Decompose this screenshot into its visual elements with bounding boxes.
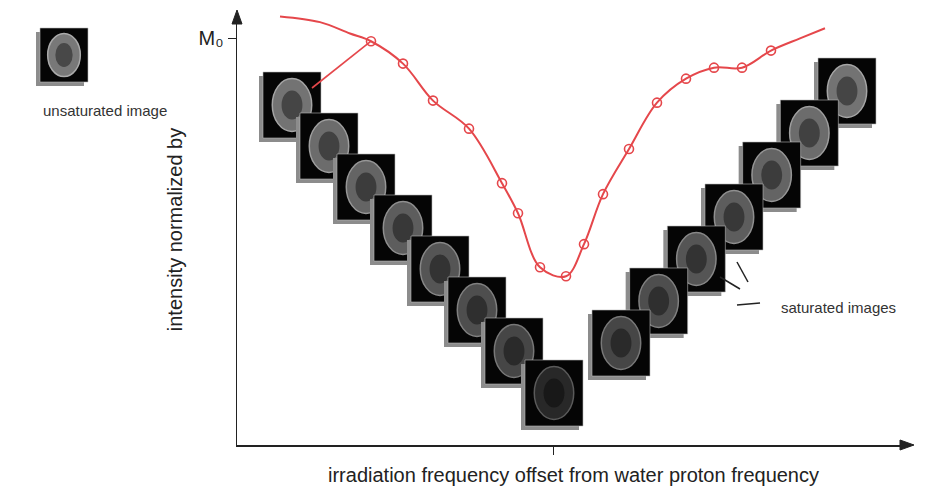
svg-text:M₀: M₀ [199, 27, 224, 49]
svg-text:irradiation frequency offset f: irradiation frequency offset from water … [328, 464, 819, 486]
svg-text:unsaturated image: unsaturated image [43, 102, 167, 119]
svg-text:intensity normalized by: intensity normalized by [164, 128, 186, 331]
svg-text:saturated images: saturated images [781, 299, 896, 316]
